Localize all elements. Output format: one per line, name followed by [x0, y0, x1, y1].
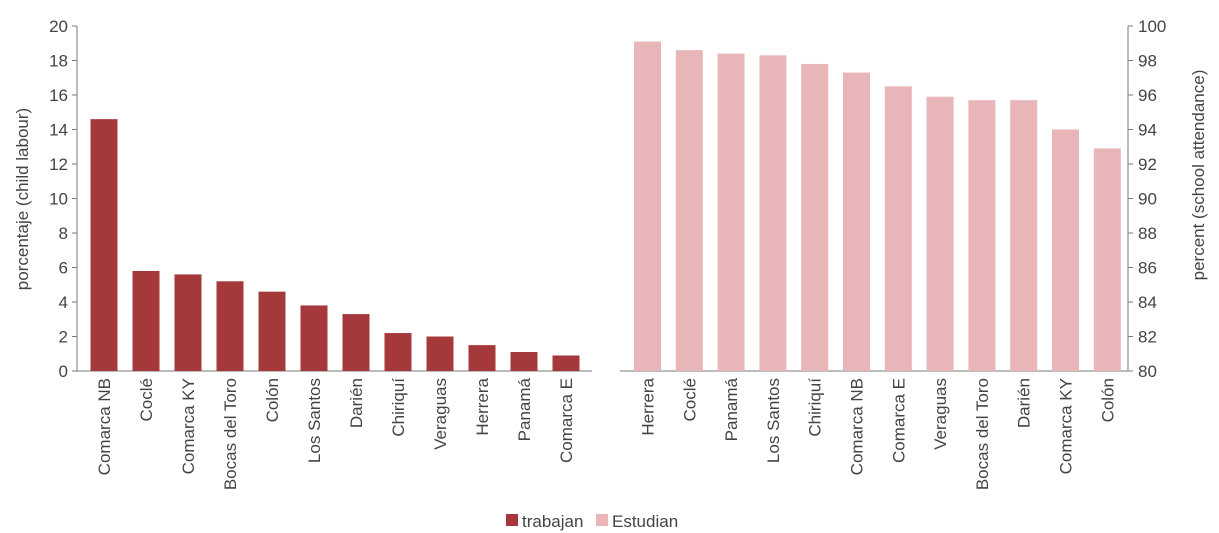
right-tick-label: 90	[1138, 190, 1157, 209]
right-tick-label: 96	[1138, 86, 1157, 105]
category-label-trabajan: Colón	[263, 378, 282, 422]
category-label-trabajan: Comarca KY	[179, 378, 198, 474]
bar-trabajan	[468, 345, 496, 371]
bar-estudian	[759, 55, 787, 371]
bar-trabajan	[300, 305, 328, 371]
category-label-trabajan: Coclé	[137, 378, 156, 421]
category-label-estudian: Darién	[1015, 378, 1034, 428]
category-label-trabajan: Darién	[347, 378, 366, 428]
bar-estudian	[717, 53, 745, 371]
bar-trabajan	[384, 333, 412, 371]
bar-trabajan	[552, 355, 580, 371]
legend-label-trabajan: trabajan	[522, 512, 583, 531]
right-tick-label: 86	[1138, 259, 1157, 278]
bar-estudian	[968, 100, 996, 372]
bar-trabajan	[510, 352, 538, 371]
bar-estudian	[801, 63, 829, 371]
category-label-trabajan: Panamá	[515, 377, 534, 441]
category-label-estudian: Panamá	[722, 377, 741, 441]
legend-label-estudian: Estudian	[612, 512, 678, 531]
left-tick-label: 20	[49, 17, 68, 36]
left-tick-label: 2	[59, 328, 68, 347]
bar-estudian	[1052, 129, 1079, 371]
bar-trabajan	[90, 119, 118, 372]
category-label-estudian: Chiriquí	[806, 378, 825, 437]
category-label-estudian: Coclé	[680, 378, 699, 421]
legend-swatch-estudian	[596, 514, 608, 526]
bar-estudian	[1093, 148, 1121, 371]
left-tick-label: 12	[49, 155, 68, 174]
left-tick-label: 0	[59, 362, 68, 381]
left-axis-title: porcentaje (child labour)	[13, 108, 32, 290]
left-tick-label: 8	[59, 224, 68, 243]
category-label-trabajan: Comarca E	[557, 378, 576, 463]
left-tick-label: 18	[49, 52, 68, 71]
category-label-trabajan: Herrera	[473, 377, 492, 435]
bar-estudian	[884, 86, 912, 371]
legend-swatch-trabajan	[506, 514, 518, 526]
right-tick-label: 82	[1138, 328, 1157, 347]
bar-trabajan	[132, 270, 160, 371]
category-label-trabajan: Comarca NB	[95, 378, 114, 475]
left-tick-label: 10	[49, 190, 68, 209]
bar-estudian	[926, 96, 954, 371]
bar-estudian	[843, 72, 870, 371]
right-tick-label: 84	[1138, 293, 1157, 312]
left-y-axis: 0 2 4 6 8 10 12 14 16 18 20	[49, 17, 592, 381]
right-tick-label: 100	[1138, 17, 1166, 36]
category-label-estudian: Herrera	[639, 377, 658, 435]
bar-estudian	[1010, 100, 1038, 372]
category-label-estudian: Bocas del Toro	[973, 378, 992, 490]
right-tick-label: 94	[1138, 121, 1157, 140]
category-label-estudian: Comarca E	[889, 378, 908, 463]
right-tick-label: 80	[1138, 362, 1157, 381]
right-axis-title: percent (school attendance)	[1189, 70, 1208, 281]
right-tick-label: 98	[1138, 52, 1157, 71]
category-label-estudian: Veraguas	[931, 378, 950, 450]
category-label-estudian: Comarca NB	[848, 378, 867, 475]
category-label-estudian: Comarca KY	[1057, 378, 1076, 474]
bars	[90, 41, 1121, 372]
category-label-trabajan: Veraguas	[431, 378, 450, 450]
bar-estudian	[634, 41, 661, 372]
bar-trabajan	[216, 281, 244, 371]
bar-trabajan	[174, 274, 202, 371]
left-tick-label: 4	[59, 293, 68, 312]
left-tick-label: 6	[59, 259, 68, 278]
bar-trabajan	[426, 336, 454, 371]
right-tick-label: 88	[1138, 224, 1157, 243]
category-label-estudian: Los Santos	[764, 378, 783, 463]
bar-trabajan	[258, 291, 286, 371]
category-label-trabajan: Los Santos	[305, 378, 324, 463]
left-tick-label: 16	[49, 86, 68, 105]
left-tick-label: 14	[49, 121, 68, 140]
category-label-trabajan: Bocas del Toro	[221, 378, 240, 490]
right-y-axis: 80 82 84 86 88 90 92 94 96 98 100	[620, 17, 1166, 381]
legend: trabajan Estudian	[506, 512, 678, 531]
category-label-estudian: Colón	[1098, 378, 1117, 422]
right-tick-label: 92	[1138, 155, 1157, 174]
bar-trabajan	[342, 314, 370, 371]
category-label-trabajan: Chiriquí	[389, 378, 408, 437]
category-labels: Comarca NB Coclé Comarca KY Bocas del Toro C…	[95, 377, 1117, 490]
bar-estudian	[675, 50, 703, 372]
